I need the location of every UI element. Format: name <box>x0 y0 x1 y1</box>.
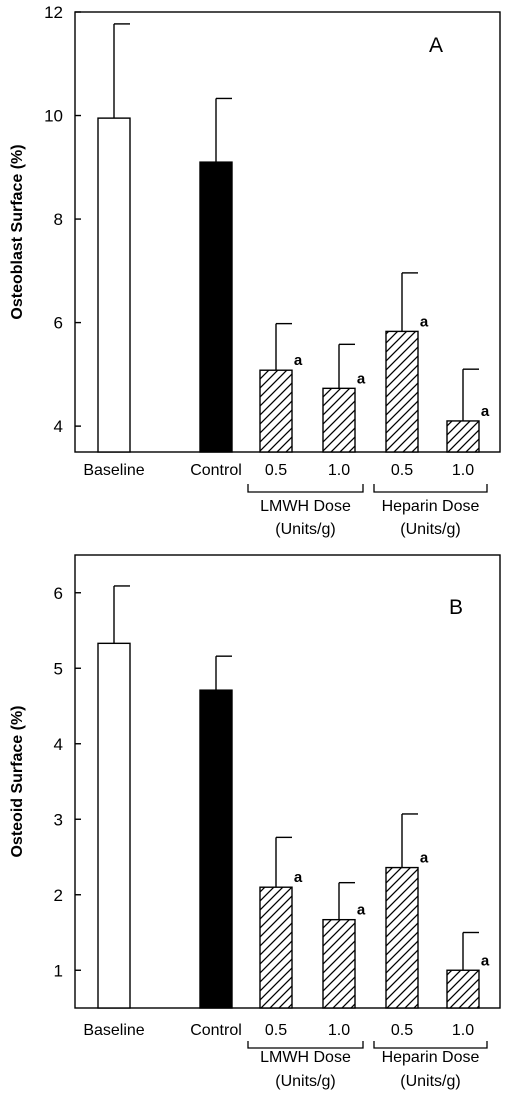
group-bracket <box>247 484 364 493</box>
bar <box>97 642 131 1009</box>
group-sublabel: (Units/g) <box>400 1073 460 1090</box>
bar <box>259 886 293 1009</box>
x-category-label: 1.0 <box>452 1022 474 1039</box>
group-sublabel: (Units/g) <box>275 521 335 538</box>
bar <box>446 420 480 453</box>
group-bracket <box>247 1041 364 1049</box>
y-tick-label: 1 <box>54 961 63 980</box>
panel-b: 1 2 3 4 5 6 Osteoid Surface (%) B Baseline Contro… <box>9 554 501 1090</box>
y-tick-label: 6 <box>54 584 63 603</box>
significance-label: a <box>481 952 490 969</box>
x-category-label: 1.0 <box>328 462 350 479</box>
y-tick-label: 4 <box>54 417 63 436</box>
group-bracket <box>373 1041 488 1049</box>
y-tick-label: 8 <box>54 210 63 229</box>
x-category-label: 0.5 <box>391 462 413 479</box>
x-category-label: 0.5 <box>265 1022 287 1039</box>
x-category-label: Control <box>190 1022 242 1039</box>
bar <box>322 918 356 1009</box>
x-category-label: Baseline <box>83 1022 144 1039</box>
y-axis-label: Osteoid Surface (%) <box>9 705 26 857</box>
significance-label: a <box>420 850 429 867</box>
bar <box>199 161 233 453</box>
y-tick-label: 10 <box>44 107 63 126</box>
y-tick-label: 3 <box>54 810 63 829</box>
group-label: Heparin Dose <box>382 498 480 515</box>
x-category-label: 0.5 <box>391 1022 413 1039</box>
panel-label: A <box>429 34 443 57</box>
bar <box>199 689 233 1009</box>
bar <box>385 866 419 1009</box>
bar <box>97 117 131 453</box>
group-bracket <box>373 484 488 493</box>
y-tick-label: 2 <box>54 886 63 905</box>
significance-label: a <box>357 370 366 387</box>
bar <box>259 369 293 453</box>
significance-label: a <box>357 902 366 919</box>
y-tick-label: 4 <box>54 735 63 754</box>
significance-label: a <box>294 869 303 886</box>
panel-a: 4 6 8 10 12 Osteoblast Surface (%) A Baseline Co… <box>9 3 501 538</box>
x-category-label: 0.5 <box>265 462 287 479</box>
y-tick-label: 6 <box>54 314 63 333</box>
y-tick-label: 12 <box>44 3 63 22</box>
bar <box>385 330 419 453</box>
y-axis-label: Osteoblast Surface (%) <box>9 144 26 319</box>
significance-label: a <box>420 313 429 330</box>
panel-label: B <box>449 596 463 619</box>
y-tick-label: 5 <box>54 659 63 678</box>
group-label: LMWH Dose <box>260 498 351 515</box>
group-sublabel: (Units/g) <box>275 1073 335 1090</box>
bar <box>446 969 480 1009</box>
group-label: Heparin Dose <box>382 1049 480 1066</box>
significance-label: a <box>294 352 303 369</box>
group-label: LMWH Dose <box>260 1049 351 1066</box>
bar <box>322 387 356 453</box>
x-category-label: 1.0 <box>452 462 474 479</box>
x-category-label: 1.0 <box>328 1022 350 1039</box>
group-sublabel: (Units/g) <box>400 521 460 538</box>
x-category-label: Baseline <box>83 462 144 479</box>
significance-label: a <box>481 403 490 420</box>
x-category-label: Control <box>190 462 242 479</box>
